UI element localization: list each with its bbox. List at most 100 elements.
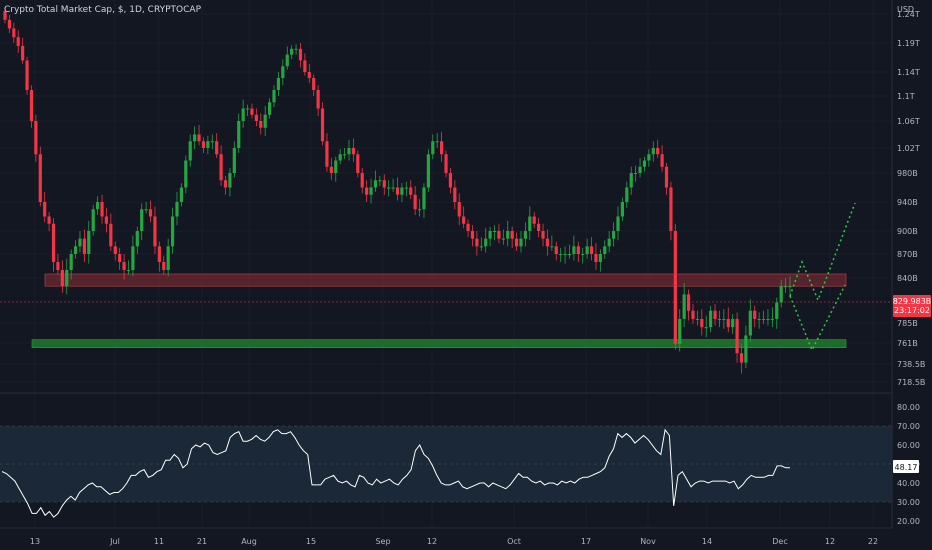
candle-body (678, 318, 682, 344)
candle-body (43, 202, 47, 217)
candle-body (492, 231, 497, 232)
candle-body (38, 154, 42, 202)
candle-body (298, 48, 303, 61)
candle-body (166, 246, 170, 270)
candle-body (651, 148, 655, 155)
candle-body (276, 78, 281, 90)
candle-body (294, 48, 298, 50)
candle-body (91, 209, 95, 231)
candle-body (589, 246, 594, 254)
time-tick-label: 11 (154, 537, 164, 546)
candle-body (475, 238, 479, 247)
candle-body (532, 216, 536, 224)
time-tick-label: 21 (197, 537, 207, 546)
candle-body (748, 310, 752, 336)
candle-body (104, 216, 109, 224)
candle-body (395, 187, 400, 195)
candle-body (541, 231, 545, 239)
candle-body (215, 141, 219, 155)
time-tick-label: 17 (581, 537, 591, 546)
candle-body (219, 154, 223, 181)
candle-body (426, 154, 430, 188)
candle-body (100, 202, 104, 217)
price-tick-label: 980B (897, 169, 918, 178)
candle-body (735, 318, 739, 354)
candle-body (184, 160, 188, 188)
candle-body (360, 173, 364, 188)
candle-body (704, 327, 708, 329)
candle-body (457, 202, 461, 217)
candle-body (228, 173, 232, 188)
price-tick-label: 718.5B (897, 378, 925, 387)
candle-body (272, 90, 276, 103)
candle-body (237, 121, 241, 148)
candle-body (673, 231, 677, 344)
candle-body (60, 270, 64, 287)
candle-body (634, 173, 638, 174)
time-tick-label: Nov (640, 537, 656, 546)
candle-body (783, 286, 788, 288)
candle-body (12, 28, 16, 38)
candle-body (400, 187, 404, 195)
candle-body (545, 238, 550, 247)
candle-body (391, 187, 395, 189)
candle-body (695, 318, 699, 320)
candle-body (113, 246, 117, 254)
candle-body (356, 154, 360, 173)
time-tick-label: Dec (772, 537, 787, 546)
candle-body (660, 154, 664, 167)
candle-body (713, 310, 717, 319)
candle-body (510, 231, 514, 239)
candle-body (686, 294, 691, 311)
candle-body (193, 134, 197, 142)
candle-body (307, 72, 311, 78)
candle-body (642, 160, 647, 167)
candle-body (788, 286, 792, 288)
candle-body (413, 194, 417, 210)
candle-body (188, 141, 192, 161)
candle-body (581, 254, 585, 255)
price-tick-label: 1.19T (897, 39, 920, 48)
candle-body (223, 180, 228, 188)
candle-body (669, 187, 673, 231)
candle-body (431, 141, 435, 155)
candle-body (109, 223, 113, 247)
candle-body (241, 108, 245, 121)
candle-body (611, 231, 616, 239)
candle-body (232, 148, 236, 173)
candle-body (726, 318, 730, 328)
candle-body (342, 154, 347, 156)
candle-body (206, 141, 210, 148)
rsi-line (1, 428, 790, 518)
current-price-tag: 829.983B 23:17:02 (0, 295, 931, 317)
candle-body (440, 141, 444, 155)
candle-body (378, 180, 382, 182)
time-tick-label: 12 (825, 537, 835, 546)
candle-body (448, 173, 453, 188)
time-tick-label: Oct (507, 537, 521, 546)
current-rsi-tag: 48.17 (893, 460, 919, 473)
candle-body (682, 294, 686, 319)
candle-body (453, 187, 457, 202)
candle-body (351, 148, 355, 155)
time-tick-label: 14 (702, 537, 712, 546)
candle-body (170, 216, 175, 247)
candle-body (250, 108, 254, 115)
price-tick-label: 785B (897, 319, 918, 328)
candle-body (334, 160, 338, 173)
candle-body (347, 148, 351, 155)
time-tick-label: 12 (427, 537, 437, 546)
resistance-zone (44, 273, 847, 287)
candle-body (647, 154, 651, 161)
candle-body (466, 223, 470, 231)
candle-body (638, 166, 642, 173)
candle-body (585, 246, 589, 254)
candle-body (135, 231, 139, 247)
time-tick-label: 13 (30, 537, 40, 546)
candle-body (179, 187, 184, 202)
candle-body (766, 318, 770, 320)
candle-body (603, 246, 607, 254)
candle-body (268, 102, 272, 115)
candle-body (148, 209, 153, 217)
